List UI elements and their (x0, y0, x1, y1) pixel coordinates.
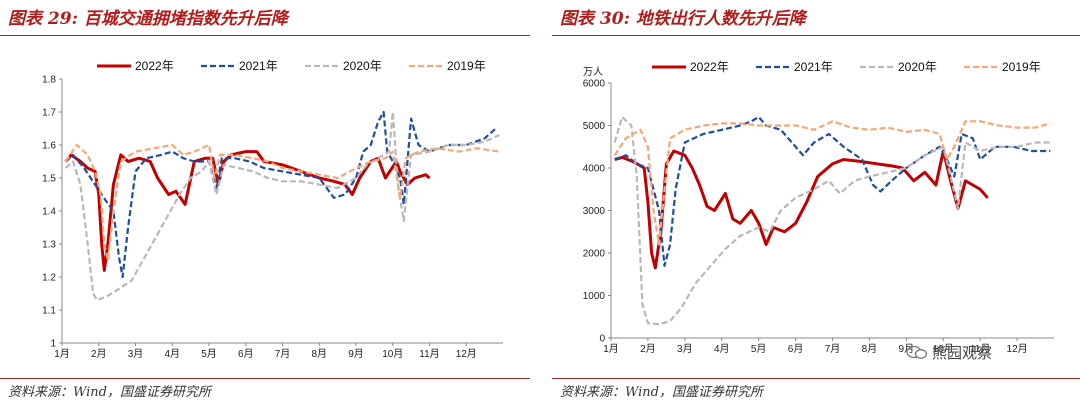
x-tick-label: 10月 (382, 348, 403, 360)
chart-title: 图表 29: 百城交通拥堵指数先升后降 (8, 9, 288, 29)
x-tick-label: 10月 (933, 343, 954, 355)
x-tick-label: 2月 (640, 343, 656, 355)
y-tick-label: 1.5 (42, 174, 56, 185)
title-rule (552, 35, 1080, 36)
source-note: 资料来源：Wind，国盛证券研究所 (8, 385, 211, 400)
chart-panel-metro: 图表 30: 地铁出行人数先升后降 0 1000 2000 3000 4000 5000 6… (552, 0, 1080, 407)
series-line-2021年 (614, 115, 1051, 267)
x-tick-label: 3月 (128, 348, 144, 360)
title-rule (0, 35, 530, 36)
x-tick-label: 8月 (862, 343, 878, 355)
y-tick-label: 1.2 (42, 273, 56, 284)
series-line-2022年 (614, 149, 989, 270)
legend-label: 2021年 (794, 60, 833, 74)
x-tick-label: 4月 (714, 343, 730, 355)
legend-label: 2020年 (343, 59, 382, 73)
y-axis-label: 万人 (583, 66, 603, 78)
x-tick-label: 1月 (54, 348, 70, 360)
metro-ridership-chart: 0 1000 2000 3000 4000 5000 6000 1月 2月 3月 4月 5月 6月 7月 8… (583, 60, 1054, 355)
x-tick-label: 9月 (348, 348, 364, 360)
x-tick-label: 5月 (751, 343, 767, 355)
source-rule (0, 378, 530, 379)
watermark: 熊园观察 (906, 342, 992, 363)
y-tick-label: 1.8 (42, 75, 56, 86)
x-tick-label: 11月 (419, 348, 439, 360)
y-tick-label: 2000 (583, 249, 606, 260)
legend-label: 2019年 (1002, 60, 1041, 74)
series-line-2019年 (64, 143, 500, 262)
series-line-2021年 (64, 110, 497, 279)
x-tick-label: 7月 (825, 343, 841, 355)
legend-label: 2019年 (447, 59, 486, 73)
x-tick-label: 2月 (91, 348, 107, 360)
y-tick-label: 6000 (583, 79, 606, 90)
y-tick-label: 1000 (583, 291, 606, 302)
y-tick-label: 1.6 (42, 141, 56, 152)
y-tick-label: 5000 (583, 121, 606, 132)
chart-title: 图表 30: 地铁出行人数先升后降 (560, 9, 806, 29)
x-tick-label: 12月 (1007, 343, 1028, 355)
y-tick-label: 1.3 (42, 240, 56, 251)
traffic-congestion-chart: 1 1.1 1.2 1.3 1.4 1.5 1.6 1.7 1.8 1月 2月 3月 4月 5月 6月 7月 8… (42, 59, 503, 360)
y-tick-label: 0 (599, 334, 605, 345)
legend-label: 2021年 (239, 59, 278, 73)
x-tick-label: 5月 (201, 348, 217, 360)
x-tick-label: 12月 (456, 348, 477, 360)
y-tick-label: 1.1 (42, 306, 56, 317)
y-tick-label: 4000 (583, 164, 606, 175)
x-tick-label: 6月 (788, 343, 804, 355)
series-line-2020年 (64, 110, 500, 302)
x-tick-label: 7月 (275, 348, 291, 360)
chart-panel-traffic: 图表 29: 百城交通拥堵指数先升后降 1 1.1 1.2 1.3 1.4 1.5 1.6 1… (0, 0, 530, 407)
x-tick-label: 6月 (238, 348, 254, 360)
x-tick-label: 4月 (164, 348, 180, 360)
series-line-2020年 (613, 115, 1051, 326)
y-tick-label: 1.7 (42, 108, 56, 119)
y-tick-label: 1 (50, 339, 56, 350)
wechat-icon (906, 345, 928, 359)
source-note: 资料来源：Wind，国盛证券研究所 (560, 385, 763, 400)
y-tick-label: 3000 (583, 206, 606, 217)
legend-label: 2022年 (690, 60, 729, 74)
legend-label: 2022年 (135, 59, 174, 73)
x-tick-label: 1月 (603, 343, 619, 355)
y-tick-label: 1.4 (42, 207, 56, 218)
x-tick-label: 11月 (970, 343, 990, 355)
watermark-text: 熊园观察 (932, 344, 993, 362)
x-tick-label: 8月 (311, 348, 327, 360)
legend-label: 2020年 (898, 60, 937, 74)
source-rule (552, 378, 1080, 379)
x-tick-label: 9月 (899, 343, 915, 355)
x-tick-label: 3月 (677, 343, 693, 355)
series-line-2019年 (613, 120, 1051, 246)
